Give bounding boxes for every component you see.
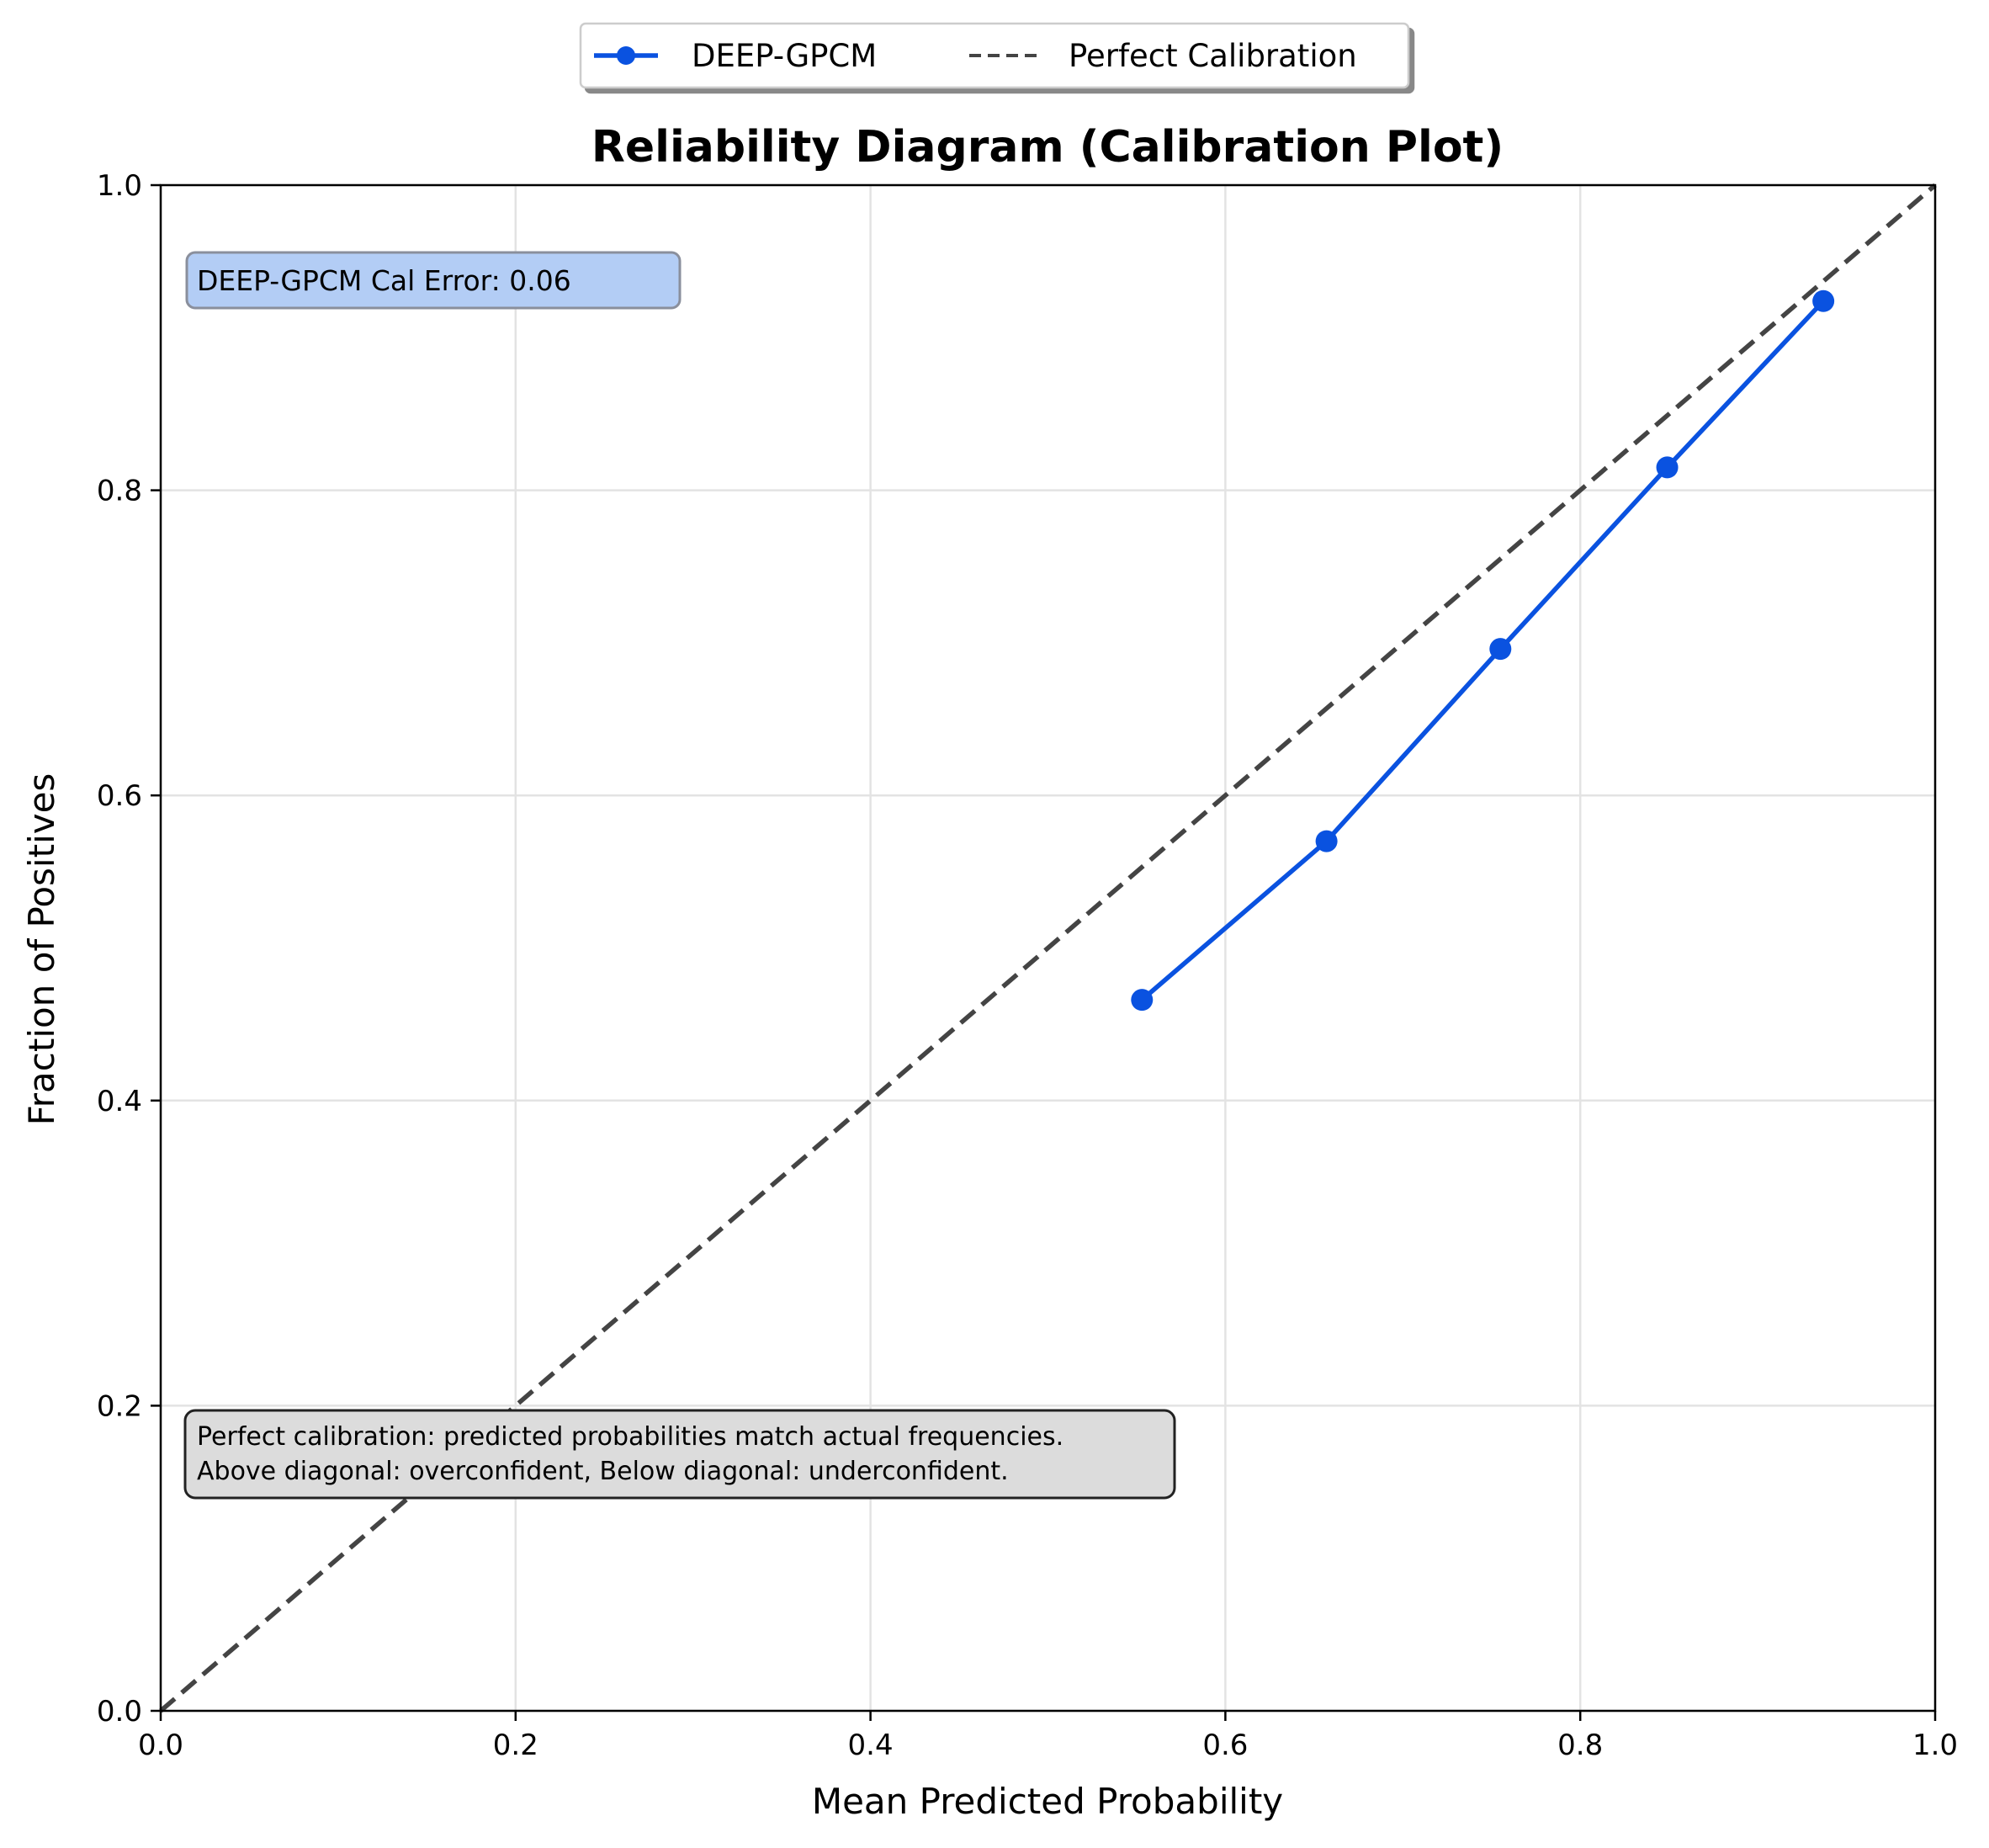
plot-frame [159, 183, 1937, 1713]
x-tick-label: 0.2 [493, 1729, 538, 1762]
deep-gpcm-series-line [1140, 299, 1826, 1002]
note-line-2: Above diagonal: overconfident, Below dia… [197, 1457, 1009, 1486]
x-tick-label: 0.8 [1557, 1729, 1603, 1762]
legend-label-deep-gpcm: DEEP-GPCM [692, 38, 877, 74]
data-point [1131, 989, 1154, 1012]
legend: DEEP-GPCM Perfect Calibration [579, 22, 1410, 89]
x-axis-label: Mean Predicted Probability [812, 1781, 1283, 1822]
calibration-note-box: Perfect calibration: predicted probabili… [183, 1409, 1176, 1500]
cal-error-badge: DEEP-GPCM Cal Error: 0.06 [185, 251, 682, 310]
data-point [1315, 830, 1338, 852]
x-tick-label: 1.0 [1912, 1729, 1958, 1762]
y-tick-label: 0.0 [97, 1695, 142, 1729]
x-tick-label: 0.0 [138, 1729, 183, 1762]
y-tick-label: 0.2 [97, 1389, 142, 1423]
y-tick-label: 0.6 [97, 779, 142, 813]
x-axis-ticks: 0.0 0.2 0.4 0.6 0.8 1.0 [138, 1711, 1958, 1762]
deep-gpcm-markers [1131, 289, 1835, 1012]
x-tick-label: 0.4 [848, 1729, 894, 1762]
legend-marker-deep-gpcm [617, 46, 635, 65]
y-tick-label: 0.8 [97, 475, 142, 508]
legend-label-perfect-calibration: Perfect Calibration [1069, 38, 1357, 74]
chart-title: Reliability Diagram (Calibration Plot) [591, 122, 1504, 173]
y-axis-ticks: 0.0 0.2 0.4 0.6 0.8 1.0 [97, 169, 161, 1729]
y-tick-label: 1.0 [97, 169, 142, 203]
y-axis-label: Fraction of Positives [21, 773, 62, 1126]
data-point [1812, 289, 1835, 312]
y-tick-label: 0.4 [97, 1085, 142, 1118]
data-point [1656, 456, 1679, 479]
x-tick-label: 0.6 [1202, 1729, 1248, 1762]
note-line-1: Perfect calibration: predicted probabili… [197, 1422, 1063, 1452]
data-point [1489, 638, 1512, 661]
cal-error-text: DEEP-GPCM Cal Error: 0.06 [197, 264, 571, 297]
